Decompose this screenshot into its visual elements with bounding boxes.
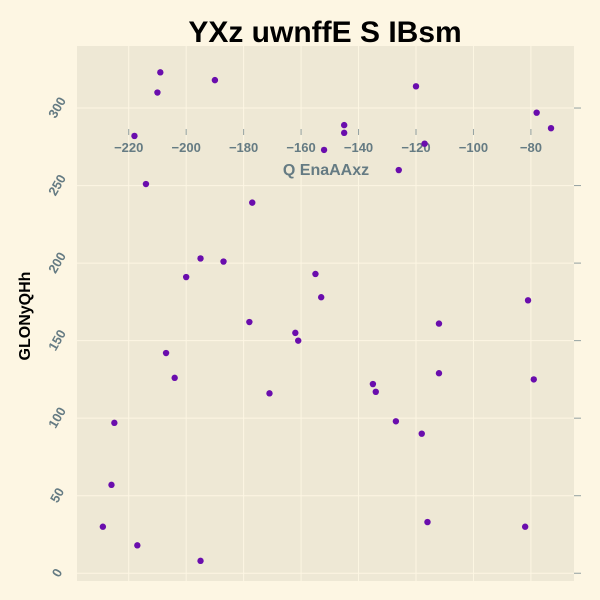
data-point	[162, 349, 170, 357]
data-point	[142, 180, 150, 188]
x-tick-label: −220	[114, 140, 143, 155]
data-point	[421, 140, 428, 147]
data-point	[108, 481, 115, 489]
data-point	[249, 199, 256, 206]
data-point	[292, 329, 299, 337]
data-point	[99, 523, 107, 530]
data-point	[182, 273, 190, 281]
y-tick-label: 50	[47, 485, 67, 505]
x-tick-label: −180	[229, 140, 258, 155]
data-point	[392, 418, 400, 425]
data-point	[412, 83, 420, 90]
data-point	[530, 376, 537, 383]
x-axis-ticks: −220 −200 −180 −160 −140 −120 −100 −80	[114, 129, 542, 155]
data-point	[157, 69, 164, 76]
data-point	[340, 129, 348, 137]
x-tick-label: −100	[459, 140, 488, 155]
data-point	[340, 121, 348, 129]
data-point	[131, 132, 138, 140]
y-axis-label: GLONyQHh	[17, 272, 34, 361]
data-points	[99, 69, 555, 565]
chart-title: YXz uwnffE S IBsm	[188, 16, 461, 49]
data-point	[424, 518, 431, 526]
data-point	[317, 294, 325, 301]
x-tick-label: −140	[344, 140, 373, 155]
x-tick-label: −80	[520, 140, 542, 155]
data-point	[533, 109, 540, 116]
data-point	[320, 146, 328, 154]
x-tick-label: −160	[286, 140, 315, 155]
x-axis-label: Q EnaAAxz	[283, 162, 369, 179]
data-point	[524, 297, 532, 304]
data-point	[246, 318, 253, 326]
data-point	[220, 258, 227, 265]
data-point	[435, 370, 443, 377]
grid-lines	[77, 46, 574, 581]
data-point	[418, 430, 425, 437]
data-point	[435, 320, 443, 327]
data-point	[266, 390, 273, 397]
data-point	[111, 419, 118, 427]
data-point	[211, 76, 219, 84]
plot-area	[77, 46, 574, 581]
data-point	[369, 380, 377, 388]
data-point	[395, 166, 402, 174]
data-point	[197, 255, 204, 262]
data-point	[295, 337, 302, 344]
data-point	[171, 374, 178, 382]
data-point	[372, 388, 379, 396]
data-point	[197, 557, 204, 565]
data-point	[521, 523, 529, 530]
x-tick-label: −200	[172, 140, 201, 155]
data-point	[547, 124, 555, 132]
data-point	[154, 89, 161, 96]
data-point	[312, 270, 319, 278]
data-point	[134, 542, 141, 549]
